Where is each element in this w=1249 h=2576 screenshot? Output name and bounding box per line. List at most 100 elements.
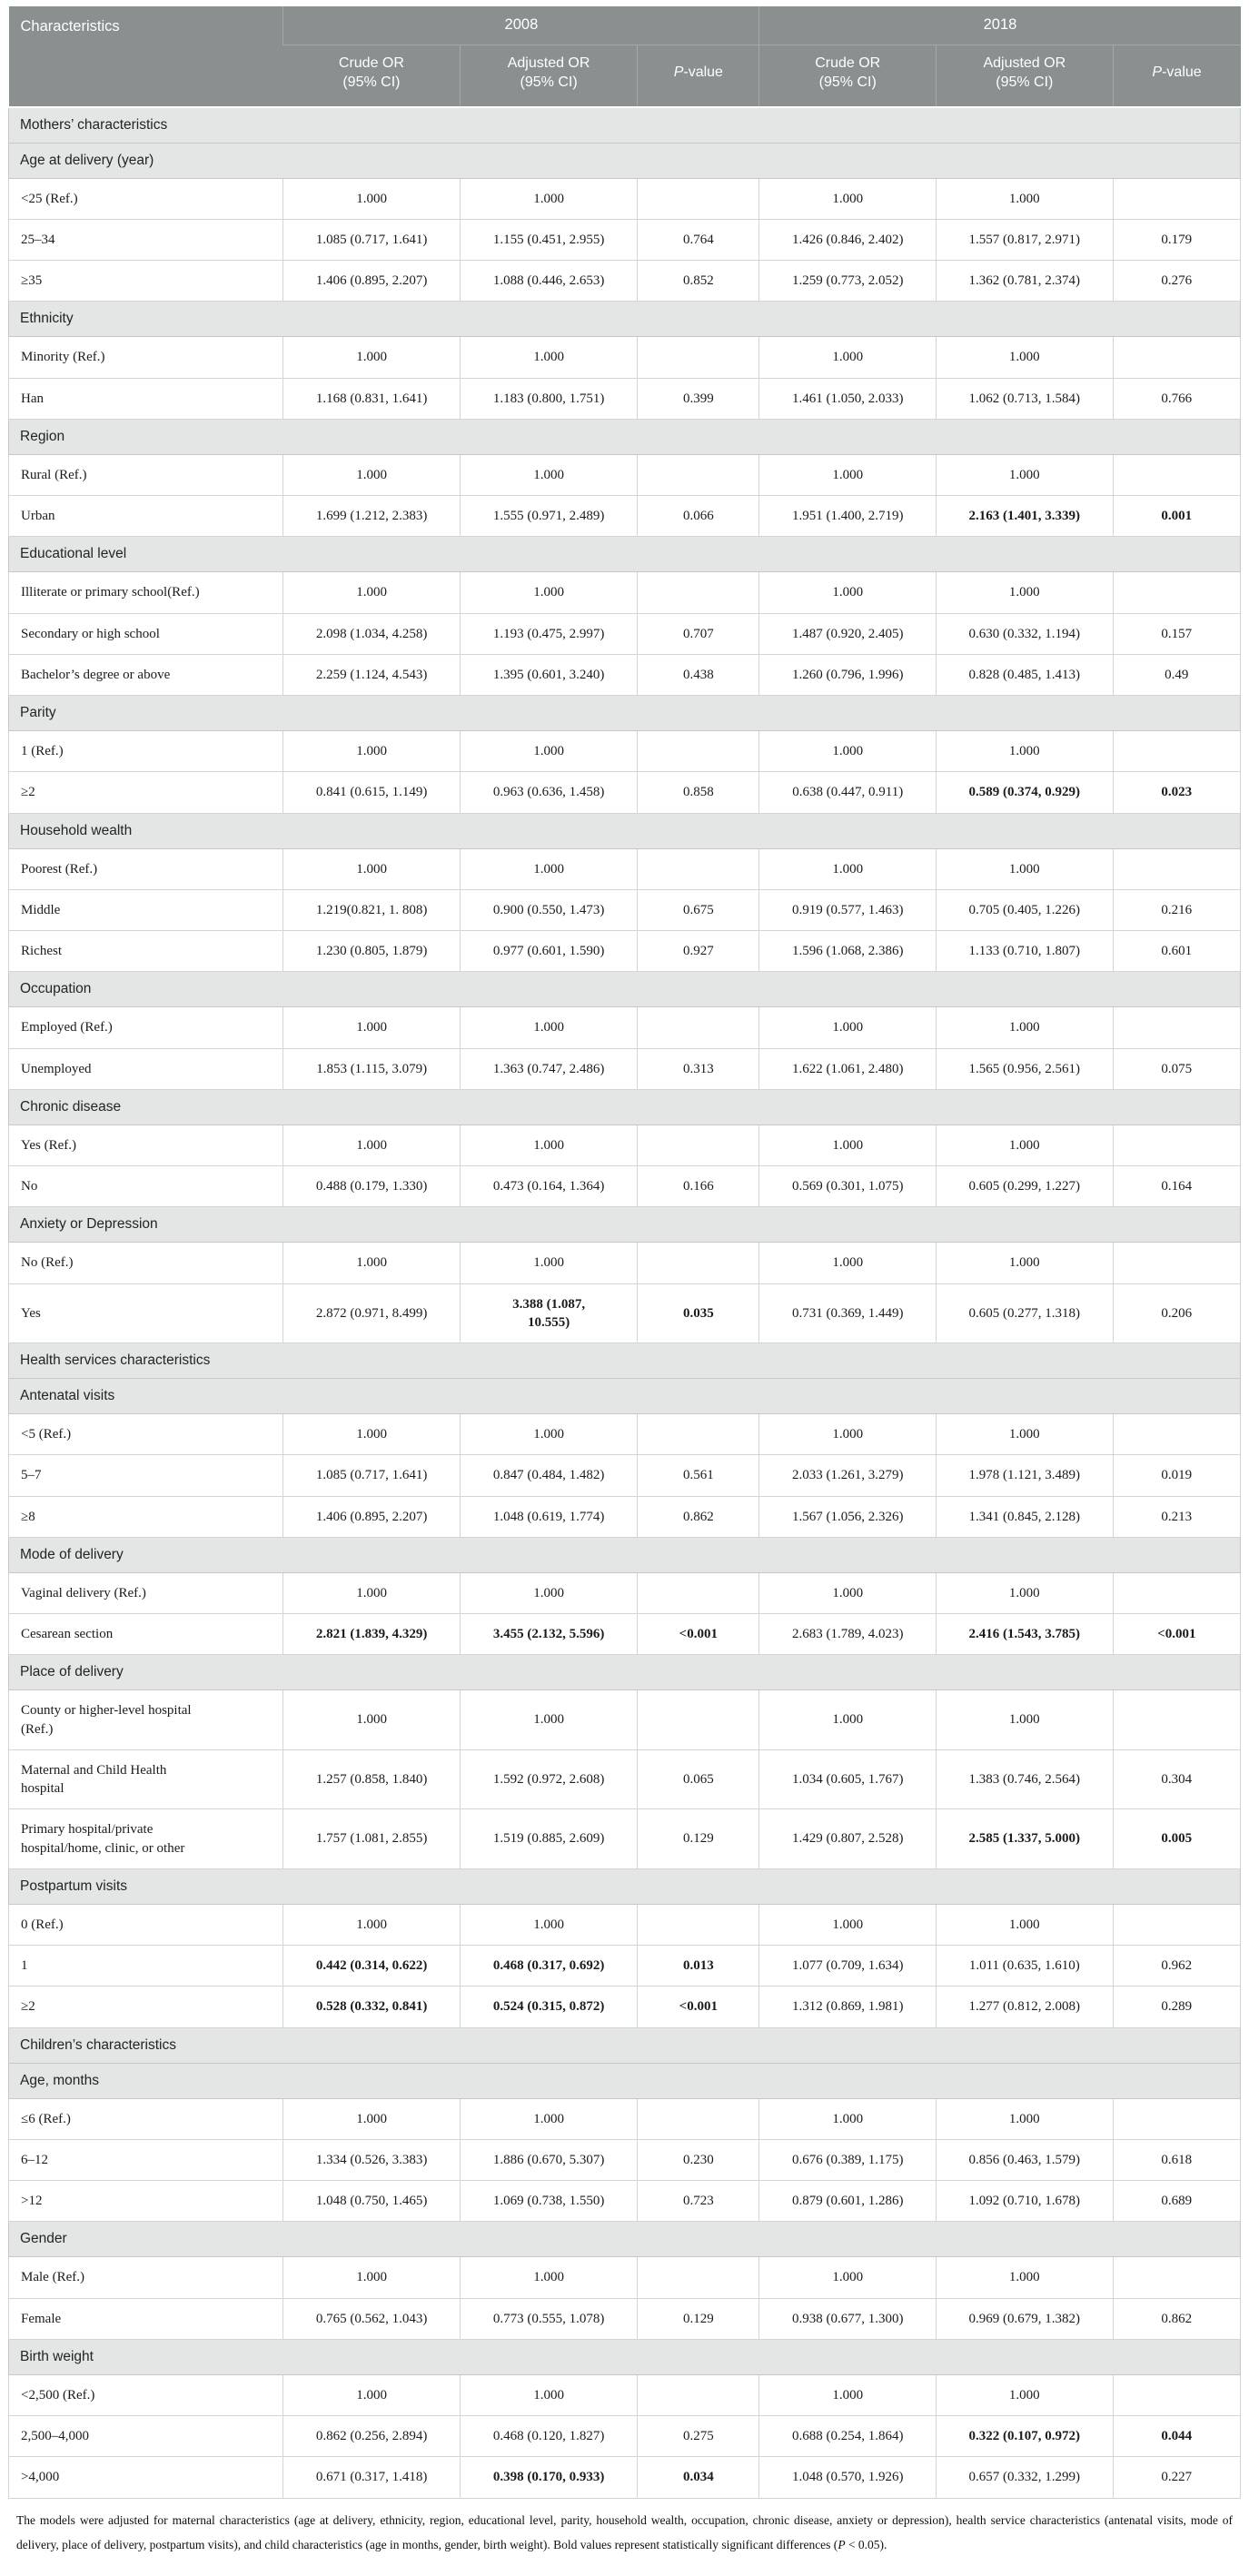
subheader-crude-or-2008: Crude OR (95% CI) <box>283 45 461 108</box>
table-row: <25 (Ref.) 1.000 1.000 1.000 1.000 <box>7 177 1242 220</box>
row-label: Rural (Ref.) <box>7 453 284 497</box>
or-value-cell: 1.000 <box>936 453 1114 497</box>
or-value-cell: 0.630 (0.332, 1.194) <box>936 612 1114 655</box>
or-value-cell: 0.322 (0.107, 0.972) <box>936 2415 1114 2458</box>
or-value-cell: 1.487 (0.920, 2.405) <box>758 612 937 655</box>
or-value-cell: 1.168 (0.831, 1.641) <box>283 377 461 420</box>
section-label: Region <box>8 418 1241 455</box>
row-label: County or higher-level hospital (Ref.) <box>7 1689 284 1750</box>
or-value-cell: 1.951 (1.400, 2.719) <box>758 495 937 538</box>
or-value-cell: 1.000 <box>936 1124 1114 1167</box>
or-value-cell: 1.011 (0.635, 1.610) <box>936 1945 1114 1987</box>
section-row: Health services characteristics <box>8 1342 1241 1380</box>
row-label: Primary hospital/private hospital/home, … <box>7 1808 284 1869</box>
or-value-cell: 1.000 <box>936 571 1114 614</box>
p-value-cell <box>637 1689 760 1750</box>
row-label: ≥8 <box>7 1495 284 1538</box>
or-value-cell: 1.000 <box>283 847 461 890</box>
p-value-cell <box>637 1903 760 1947</box>
section-label: Household wealth <box>8 812 1241 849</box>
or-value-cell: 1.257 (0.858, 1.840) <box>283 1749 461 1810</box>
or-value-cell: 1.277 (0.812, 2.008) <box>936 1986 1114 2028</box>
p-value-cell <box>637 177 760 220</box>
p-value-cell <box>1112 1689 1242 1750</box>
table-row: 5–7 1.085 (0.717, 1.641) 0.847 (0.484, 1.4… <box>7 1454 1242 1497</box>
or-value-cell: 0.589 (0.374, 0.929) <box>936 771 1114 814</box>
or-value-cell: 1.230 (0.805, 1.879) <box>283 930 461 973</box>
or-value-cell: 0.879 (0.601, 1.286) <box>758 2180 937 2223</box>
or-value-cell: 1.395 (0.601, 3.240) <box>459 653 639 697</box>
or-value-cell: 1.000 <box>459 2256 639 2299</box>
row-label: Bachelor’s degree or above <box>7 653 284 697</box>
or-value-cell: 1.000 <box>758 1413 937 1456</box>
p-value-cell: 0.023 <box>1112 771 1242 814</box>
table-row: Secondary or high school 2.098 (1.034, 4.… <box>7 612 1242 655</box>
table-row: Cesarean section 2.821 (1.839, 4.329) 3.45… <box>7 1613 1242 1656</box>
p-value-cell: 0.862 <box>637 1495 760 1538</box>
row-label: Maternal and Child Health hospital <box>7 1749 284 1810</box>
or-value-cell: 0.528 (0.332, 0.841) <box>283 1986 461 2028</box>
row-label: 5–7 <box>7 1454 284 1497</box>
section-label: Antenatal visits <box>8 1378 1241 1415</box>
or-value-cell: 1.000 <box>283 336 461 379</box>
row-label: No <box>7 1165 284 1208</box>
table-row: >4,000 0.671 (0.317, 1.418) 0.398 (0.170, … <box>7 2456 1242 2499</box>
or-value-cell: 1.461 (1.050, 2.033) <box>758 377 937 420</box>
p-value-cell <box>1112 1124 1242 1167</box>
or-value-cell: 1.426 (0.846, 2.402) <box>758 218 937 262</box>
or-value-cell: 2.872 (0.971, 8.499) <box>283 1283 461 1344</box>
p-value-cell: 0.862 <box>1112 2297 1242 2340</box>
table-row: No 0.488 (0.179, 1.330) 0.473 (0.164, 1.36… <box>7 1165 1242 1208</box>
or-value-cell: 1.000 <box>283 1242 461 1284</box>
p-value-cell <box>637 1124 760 1167</box>
row-label: Richest <box>7 930 284 973</box>
or-value-cell: 1.183 (0.800, 1.751) <box>459 377 639 420</box>
or-value-cell: 1.000 <box>283 1413 461 1456</box>
p-value-cell: 0.075 <box>1112 1047 1242 1090</box>
or-value-cell: 1.383 (0.746, 2.564) <box>936 1749 1114 1810</box>
p-value-cell: 0.044 <box>1112 2415 1242 2458</box>
p-value-cell: 0.157 <box>1112 612 1242 655</box>
or-value-cell: 0.605 (0.277, 1.318) <box>936 1283 1114 1344</box>
table-row: ≥35 1.406 (0.895, 2.207) 1.088 (0.446, 2.6… <box>7 260 1242 302</box>
table-row: 25–34 1.085 (0.717, 1.641) 1.155 (0.451, 2… <box>7 218 1242 262</box>
or-value-cell: 1.048 (0.619, 1.774) <box>459 1495 639 1538</box>
or-value-cell: 1.048 (0.570, 1.926) <box>758 2456 937 2499</box>
or-value-cell: 0.605 (0.299, 1.227) <box>936 1165 1114 1208</box>
or-value-cell: 1.000 <box>936 177 1114 220</box>
row-label: Middle <box>7 888 284 932</box>
or-value-cell: 1.000 <box>283 177 461 220</box>
table-row: Illiterate or primary school(Ref.) 1.000 1… <box>7 571 1242 614</box>
or-value-cell: 2.585 (1.337, 5.000) <box>936 1808 1114 1869</box>
or-value-cell: 0.828 (0.485, 1.413) <box>936 653 1114 697</box>
section-row: Postpartum visits <box>8 1868 1241 1905</box>
or-value-cell: 1.000 <box>758 1571 937 1615</box>
or-value-cell: 1.000 <box>936 1242 1114 1284</box>
row-label: Female <box>7 2297 284 2340</box>
p-value-cell: 0.858 <box>637 771 760 814</box>
or-value-cell: 2.683 (1.789, 4.023) <box>758 1613 937 1656</box>
p-value-cell: 0.618 <box>1112 2138 1242 2182</box>
row-label: 6–12 <box>7 2138 284 2182</box>
table-row: Yes 2.872 (0.971, 8.499) 3.388 (1.087, 10.… <box>7 1283 1242 1344</box>
or-value-cell: 1.000 <box>936 1689 1114 1750</box>
p-value-cell: 0.065 <box>637 1749 760 1810</box>
section-row: Educational level <box>8 536 1241 573</box>
or-value-cell: 0.847 (0.484, 1.482) <box>459 1454 639 1497</box>
section-label: Parity <box>8 695 1241 732</box>
table-row: 6–12 1.334 (0.526, 3.383) 1.886 (0.670, 5.… <box>7 2138 1242 2182</box>
or-value-cell: 0.468 (0.317, 0.692) <box>459 1945 639 1987</box>
or-value-cell: 1.000 <box>459 730 639 773</box>
section-row: Age at delivery (year) <box>8 142 1241 179</box>
table-row: Richest 1.230 (0.805, 1.879) 0.977 (0.601,… <box>7 930 1242 973</box>
or-value-cell: 1.034 (0.605, 1.767) <box>758 1749 937 1810</box>
p-value-cell: 0.013 <box>637 1945 760 1987</box>
section-label: Age, months <box>8 2062 1241 2099</box>
or-value-cell: 1.000 <box>936 1571 1114 1615</box>
p-value-cell: 0.276 <box>1112 260 1242 302</box>
p-value-cell: 0.005 <box>1112 1808 1242 1869</box>
or-value-cell: 0.731 (0.369, 1.449) <box>758 1283 937 1344</box>
or-value-cell: 1.312 (0.869, 1.981) <box>758 1986 937 2028</box>
p-value-cell: 0.723 <box>637 2180 760 2223</box>
